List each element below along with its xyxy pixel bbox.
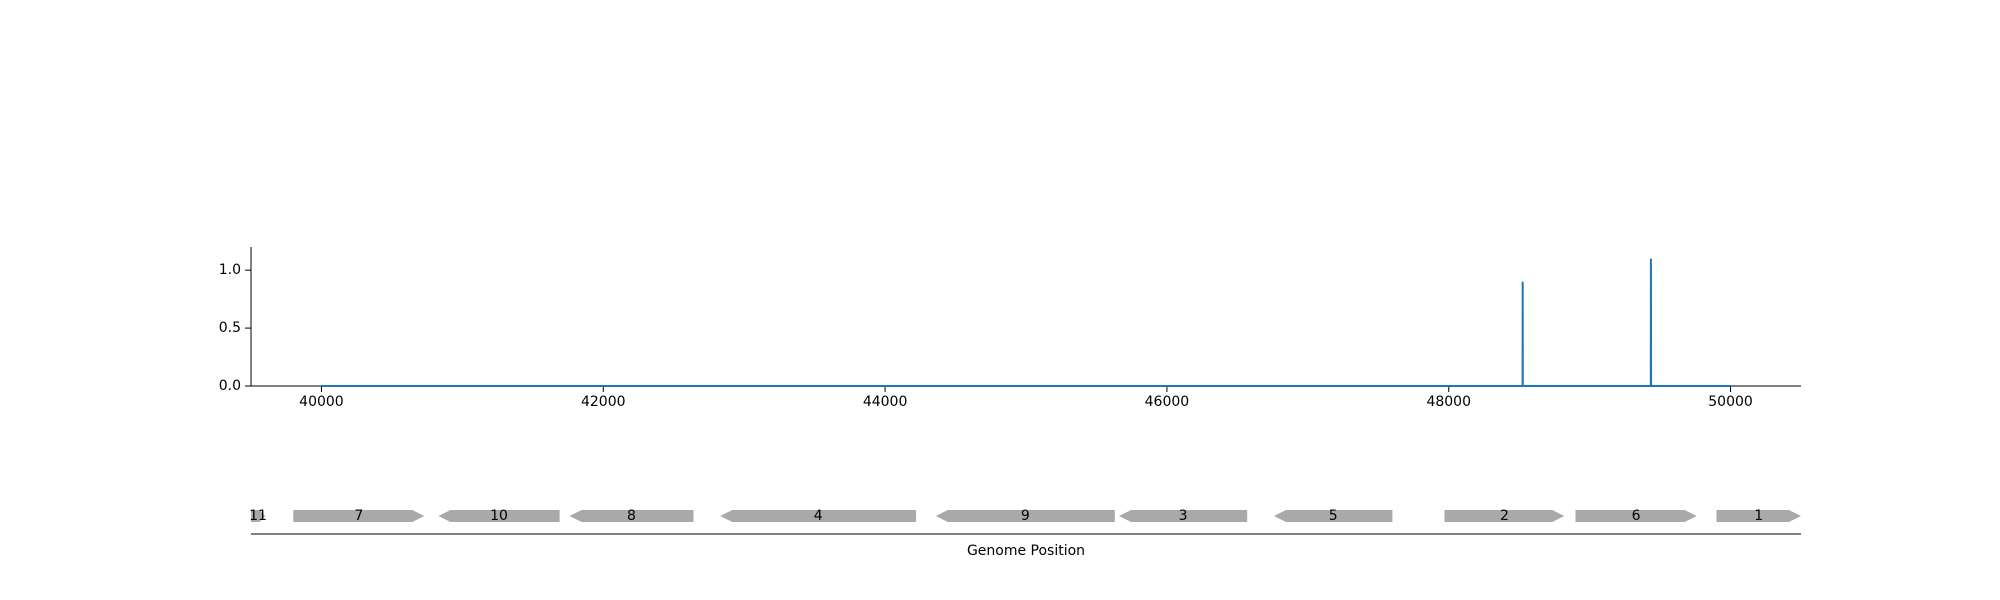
gene-label: 2 bbox=[1500, 508, 1509, 524]
x-tick-label: 42000 bbox=[581, 394, 626, 410]
gene-track-xlabel: Genome Position bbox=[967, 543, 1085, 559]
y-ticks: 0.0 0.5 1.0 bbox=[219, 262, 251, 394]
genes: 11 7 10 8 4 9 3 5 2 6 1 bbox=[249, 508, 1801, 524]
gene-track: 11 7 10 8 4 9 3 5 2 6 1 Genome Position bbox=[249, 508, 1801, 559]
gene-arrow bbox=[1119, 510, 1248, 522]
gene-arrow bbox=[438, 510, 560, 522]
x-tick-label: 50000 bbox=[1708, 394, 1753, 410]
gene-arrow bbox=[1274, 510, 1393, 522]
gene-label: 10 bbox=[490, 508, 508, 524]
gene-label: 9 bbox=[1021, 508, 1030, 524]
gene-label: 11 bbox=[249, 508, 267, 524]
gene-label: 3 bbox=[1179, 508, 1188, 524]
gene-label: 7 bbox=[354, 508, 363, 524]
gene-arrow bbox=[1575, 510, 1697, 522]
gene-label: 1 bbox=[1754, 508, 1763, 524]
gene-arrow bbox=[293, 510, 425, 522]
x-ticks: 40000 42000 44000 46000 48000 50000 bbox=[299, 386, 1753, 410]
y-tick-label: 0.0 bbox=[219, 378, 241, 394]
y-tick-label: 1.0 bbox=[219, 262, 241, 278]
gene-arrow bbox=[720, 510, 917, 522]
gene-arrow bbox=[251, 510, 266, 522]
gene-arrow bbox=[569, 510, 694, 522]
signal-plot: 0.0 0.5 1.0 40000 42000 44000 46000 48000 50000 bbox=[219, 247, 1801, 410]
gene-arrow bbox=[935, 510, 1115, 522]
x-tick-label: 44000 bbox=[863, 394, 908, 410]
x-tick-label: 46000 bbox=[1145, 394, 1190, 410]
gene-label: 4 bbox=[814, 508, 823, 524]
signal-line bbox=[321, 258, 1731, 387]
x-tick-label: 48000 bbox=[1426, 394, 1471, 410]
gene-arrow bbox=[1716, 510, 1801, 522]
x-tick-label: 40000 bbox=[299, 394, 344, 410]
gene-label: 6 bbox=[1632, 508, 1641, 524]
gene-label: 8 bbox=[627, 508, 636, 524]
gene-arrow bbox=[1444, 510, 1565, 522]
y-tick-label: 0.5 bbox=[219, 320, 241, 336]
gene-label: 5 bbox=[1329, 508, 1338, 524]
